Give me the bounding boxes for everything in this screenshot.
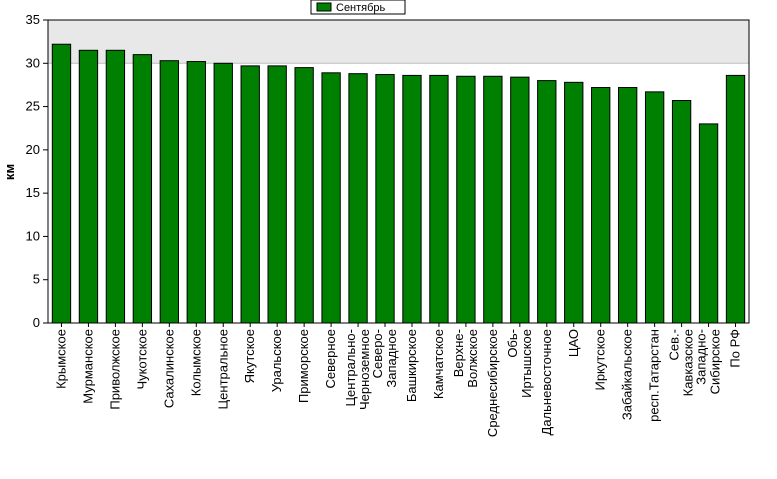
bar bbox=[240, 65, 260, 324]
x-axis-labels: Крымское Мурманское Приволжское Чукотское Са… bbox=[53, 329, 742, 437]
plot-area bbox=[48, 20, 749, 324]
x-tick-label: По РФ bbox=[728, 329, 743, 368]
legend-swatch bbox=[316, 2, 332, 12]
bar bbox=[78, 49, 99, 324]
x-tick-label: Кавказское bbox=[681, 329, 696, 396]
bar bbox=[537, 80, 557, 324]
bars bbox=[51, 43, 746, 324]
legend-box bbox=[310, 0, 406, 15]
bar bbox=[698, 123, 719, 324]
bar bbox=[402, 74, 422, 324]
y-tick-label: 30 bbox=[26, 55, 40, 70]
x-tick-label: Дальневосточное bbox=[539, 329, 554, 435]
y-tick-label: 20 bbox=[26, 142, 40, 157]
bar bbox=[159, 60, 179, 324]
x-tick-label: Приволжское bbox=[107, 329, 122, 410]
y-tick-label: 10 bbox=[26, 228, 40, 243]
bar bbox=[564, 81, 584, 324]
x-tick-label: Сахалинское bbox=[161, 329, 176, 408]
x-tick-label: Колымское bbox=[188, 329, 203, 396]
x-tick-label: Башкирское bbox=[404, 329, 419, 402]
x-tick-label: Крымское bbox=[53, 329, 68, 389]
bar bbox=[267, 65, 287, 324]
bar bbox=[671, 100, 692, 324]
x-tick-label: Иртышское bbox=[519, 329, 534, 398]
y-tick-label: 25 bbox=[26, 99, 40, 114]
x-tick-label: Западное bbox=[384, 329, 399, 388]
bar bbox=[213, 62, 233, 324]
plot-frame bbox=[47, 19, 750, 324]
x-tick-label: Мурманское bbox=[80, 329, 95, 404]
x-tick-label: Северное bbox=[323, 329, 338, 388]
x-tick-label: Уральское bbox=[269, 329, 284, 392]
y-tick-label: 35 bbox=[26, 12, 40, 27]
bar bbox=[348, 73, 368, 324]
x-tick-label: Центрально- bbox=[343, 329, 358, 407]
x-tick-label: Черноземное bbox=[357, 329, 372, 410]
x-tick-label: Среднесибирское bbox=[485, 329, 500, 437]
bar bbox=[51, 43, 72, 324]
x-tick-label: Западно- bbox=[694, 329, 709, 385]
axes bbox=[47, 19, 750, 327]
x-tick-label: Верхне- bbox=[451, 329, 466, 377]
bar bbox=[591, 87, 611, 324]
legend-label: Сентябрь bbox=[336, 2, 386, 14]
bar bbox=[510, 76, 530, 324]
x-tick-label: Забайкальское bbox=[620, 329, 635, 420]
bar bbox=[105, 49, 126, 324]
y-axis-ticks: 0 5 10 15 20 25 30 35 bbox=[26, 12, 48, 330]
x-tick-label: Камчатское bbox=[431, 329, 446, 399]
y-tick-label: 5 bbox=[33, 272, 40, 287]
x-tick-label: Чукотское bbox=[134, 329, 149, 390]
bar bbox=[132, 54, 153, 324]
x-tick-label: Сев.- bbox=[667, 329, 682, 360]
bar bbox=[644, 91, 665, 324]
x-tick-label: Обь- bbox=[505, 329, 520, 358]
bar bbox=[483, 75, 503, 324]
x-tick-label: ЦАО bbox=[566, 329, 581, 357]
bar bbox=[725, 74, 746, 324]
x-tick-label: Сибирское bbox=[708, 329, 723, 394]
bar bbox=[186, 61, 206, 324]
y-axis-title: км bbox=[2, 164, 17, 180]
x-tick-label: респ.Татарстан bbox=[647, 329, 662, 422]
bar bbox=[429, 74, 449, 324]
bar bbox=[618, 87, 638, 324]
bar bbox=[375, 74, 395, 324]
x-tick-label: Якутское bbox=[242, 329, 257, 383]
bar bbox=[456, 75, 476, 324]
x-tick-label: Центральное bbox=[215, 329, 230, 409]
plot-background bbox=[48, 20, 749, 64]
x-tick-label: Приморское bbox=[296, 329, 311, 403]
x-tick-label: Волжское bbox=[465, 329, 480, 388]
x-tick-label: Северо- bbox=[370, 329, 385, 378]
plot-background-lower bbox=[48, 63, 749, 324]
y-tick-label: 0 bbox=[33, 315, 40, 330]
y-tick-label: 15 bbox=[26, 185, 40, 200]
bar bbox=[294, 67, 314, 324]
x-tick-label: Иркутское bbox=[593, 329, 608, 391]
legend: Сентябрь bbox=[310, 0, 406, 15]
bar bbox=[321, 72, 341, 324]
